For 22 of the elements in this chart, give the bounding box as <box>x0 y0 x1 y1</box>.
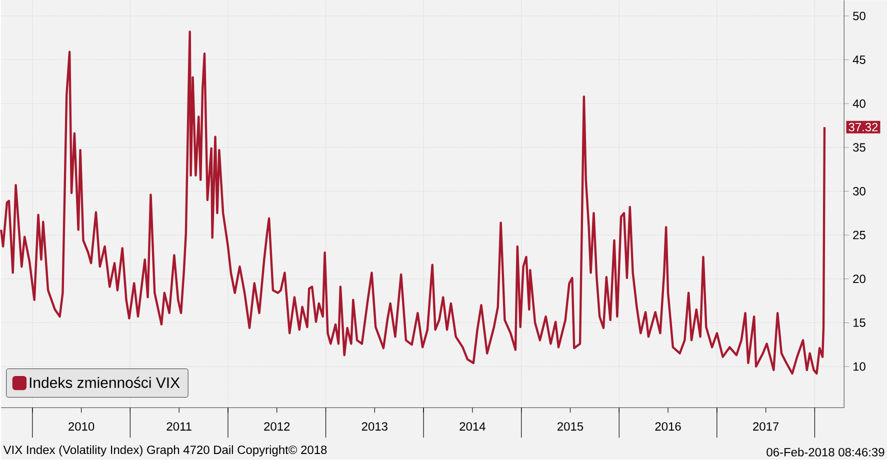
y-tick-label: 40 <box>852 100 866 108</box>
x-tick-label: 2017 <box>753 422 779 431</box>
y-tick-label: 30 <box>853 187 866 196</box>
y-tick-label: 15 <box>853 318 866 328</box>
x-tick-label: 2011 <box>166 422 192 431</box>
x-tick-label: 2012 <box>264 422 290 431</box>
y-tick-label: 35 <box>853 143 866 152</box>
x-tick-label: 2016 <box>655 422 681 431</box>
x-tick-label: 2015 <box>558 422 584 431</box>
x-tick-label: 2010 <box>68 422 94 431</box>
legend-label: Indeks zmienności VIX <box>30 376 180 388</box>
x-tick-label: 2013 <box>362 422 388 431</box>
y-tick-label: 25 <box>853 231 866 240</box>
text: VIX Index (Volatility Index) Graph 4720 Dail Copyright© 2018 <box>3 445 327 457</box>
annotation: 37.32 <box>848 123 878 132</box>
y-tick-label: 45 <box>852 56 866 64</box>
y-tick-label: 20 <box>853 274 866 284</box>
y-tick-label: 10 <box>853 362 866 371</box>
line-series <box>0 30 826 375</box>
text: 06-Feb-2018 08:46:39 <box>766 448 884 457</box>
y-tick-label: 50 <box>853 12 866 20</box>
x-tick-label: 2014 <box>460 422 486 431</box>
